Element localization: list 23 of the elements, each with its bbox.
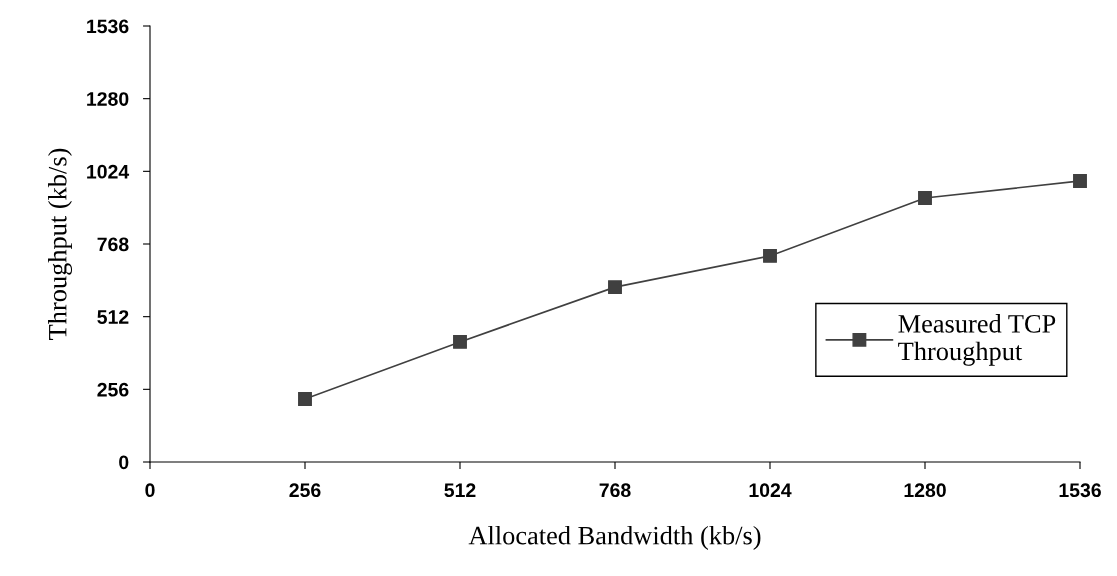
x-axis-title: Allocated Bandwidth (kb/s): [468, 525, 761, 550]
y-axis-title: Throughput (kb/s): [48, 148, 73, 340]
y-tick-label: 1280: [87, 92, 129, 106]
x-tick-label: 768: [599, 483, 631, 498]
point: [918, 191, 932, 205]
y-tick-label: 512: [97, 310, 129, 324]
x-tick-label: 256: [289, 483, 321, 498]
legend-label: Measured TCP Throughput: [898, 314, 1056, 366]
point: [763, 248, 777, 263]
y-tick-label: 768: [97, 237, 129, 252]
x-tick-label: 1280: [904, 483, 946, 498]
point: [453, 334, 467, 349]
x-tick-label: 512: [444, 483, 476, 498]
y-tick-label: 0: [119, 455, 129, 470]
y-tick-label: 1536: [87, 19, 129, 34]
x-tick-label: 0: [145, 483, 155, 498]
x-tick-label: 1024: [749, 483, 792, 498]
y-tick-label: 1024: [87, 164, 130, 179]
y-tick-label: 256: [97, 382, 129, 397]
point: [608, 280, 622, 295]
point: [298, 392, 312, 406]
x-tick-label: 1536: [1059, 483, 1101, 498]
point: [1073, 174, 1087, 188]
